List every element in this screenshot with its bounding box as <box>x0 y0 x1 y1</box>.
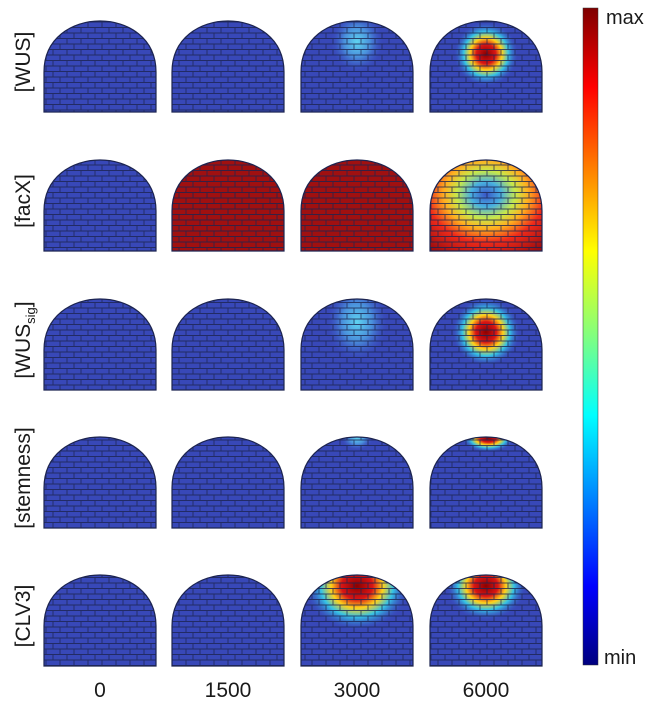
cell-walls <box>172 160 284 251</box>
tissue-outline <box>43 436 157 529</box>
row-label-part: sig <box>23 307 38 324</box>
cell-walls <box>44 160 156 251</box>
tissue-outline <box>429 20 543 113</box>
tissue-panel <box>172 160 284 251</box>
tissue-panel <box>430 575 542 666</box>
tissue-panel <box>301 299 413 390</box>
row-label: [WUS] <box>12 32 35 93</box>
cell-walls <box>430 160 542 251</box>
tissue-panel <box>172 437 284 528</box>
cell-walls <box>301 160 413 251</box>
column-label: 3000 <box>334 679 381 701</box>
cell-walls <box>172 437 284 528</box>
tissue-outline <box>429 436 543 529</box>
cell-walls <box>301 575 413 666</box>
tissue-outline <box>171 436 285 529</box>
column-label: 1500 <box>205 679 252 701</box>
row-label: [WUSsig] <box>12 301 38 378</box>
tissue-panel <box>172 299 284 390</box>
tissue-panel <box>430 437 542 528</box>
row-label: [stemness] <box>12 427 35 529</box>
tissue-panel <box>44 21 156 112</box>
tissue-outline <box>300 298 414 391</box>
tissue-outline <box>171 574 285 667</box>
row-label-part: [WUS <box>12 324 35 379</box>
cell-walls <box>44 299 156 390</box>
tissue-panel <box>172 575 284 666</box>
cell-walls <box>172 299 284 390</box>
cell-walls <box>430 575 542 666</box>
cell-walls <box>430 21 542 112</box>
tissue-outline <box>300 159 414 252</box>
row-label: [facX] <box>12 174 35 228</box>
column-label: 6000 <box>463 679 510 701</box>
row-label-part: ] <box>12 301 35 307</box>
tissue-panel <box>301 575 413 666</box>
tissue-panel <box>44 299 156 390</box>
tissue-panel <box>301 437 413 528</box>
tissue-panel <box>44 437 156 528</box>
row-label: [CLV3] <box>12 585 35 648</box>
cell-walls <box>430 299 542 390</box>
cell-walls <box>301 437 413 528</box>
tissue-panel <box>430 160 542 251</box>
cell-walls <box>301 299 413 390</box>
cell-walls <box>44 21 156 112</box>
tissue-outline <box>429 298 543 391</box>
cell-walls <box>172 575 284 666</box>
tissue-panel <box>430 21 542 112</box>
tissue-outline <box>300 436 414 529</box>
cell-walls <box>172 21 284 112</box>
tissue-panel <box>44 160 156 251</box>
tissue-outline <box>171 159 285 252</box>
tissue-outline <box>43 298 157 391</box>
tissue-panel <box>172 21 284 112</box>
tissue-panel <box>44 575 156 666</box>
tissue-outline <box>43 20 157 113</box>
column-label: 0 <box>94 679 106 701</box>
tissue-outline <box>300 574 414 667</box>
tissue-panel <box>430 299 542 390</box>
tissue-outline <box>300 20 414 113</box>
tissue-panel <box>301 21 413 112</box>
tissue-outline <box>43 159 157 252</box>
tissue-panel <box>301 160 413 251</box>
tissue-outline <box>429 574 543 667</box>
cell-walls <box>44 575 156 666</box>
colorbar-min: min <box>604 647 636 669</box>
cell-walls <box>44 437 156 528</box>
cell-walls <box>301 21 413 112</box>
colorbar-max: max <box>606 7 644 29</box>
tissue-outline <box>171 298 285 391</box>
tissue-outline <box>43 574 157 667</box>
colorbar <box>582 7 599 666</box>
tissue-outline <box>171 20 285 113</box>
cell-walls <box>430 437 542 528</box>
tissue-outline <box>429 159 543 252</box>
